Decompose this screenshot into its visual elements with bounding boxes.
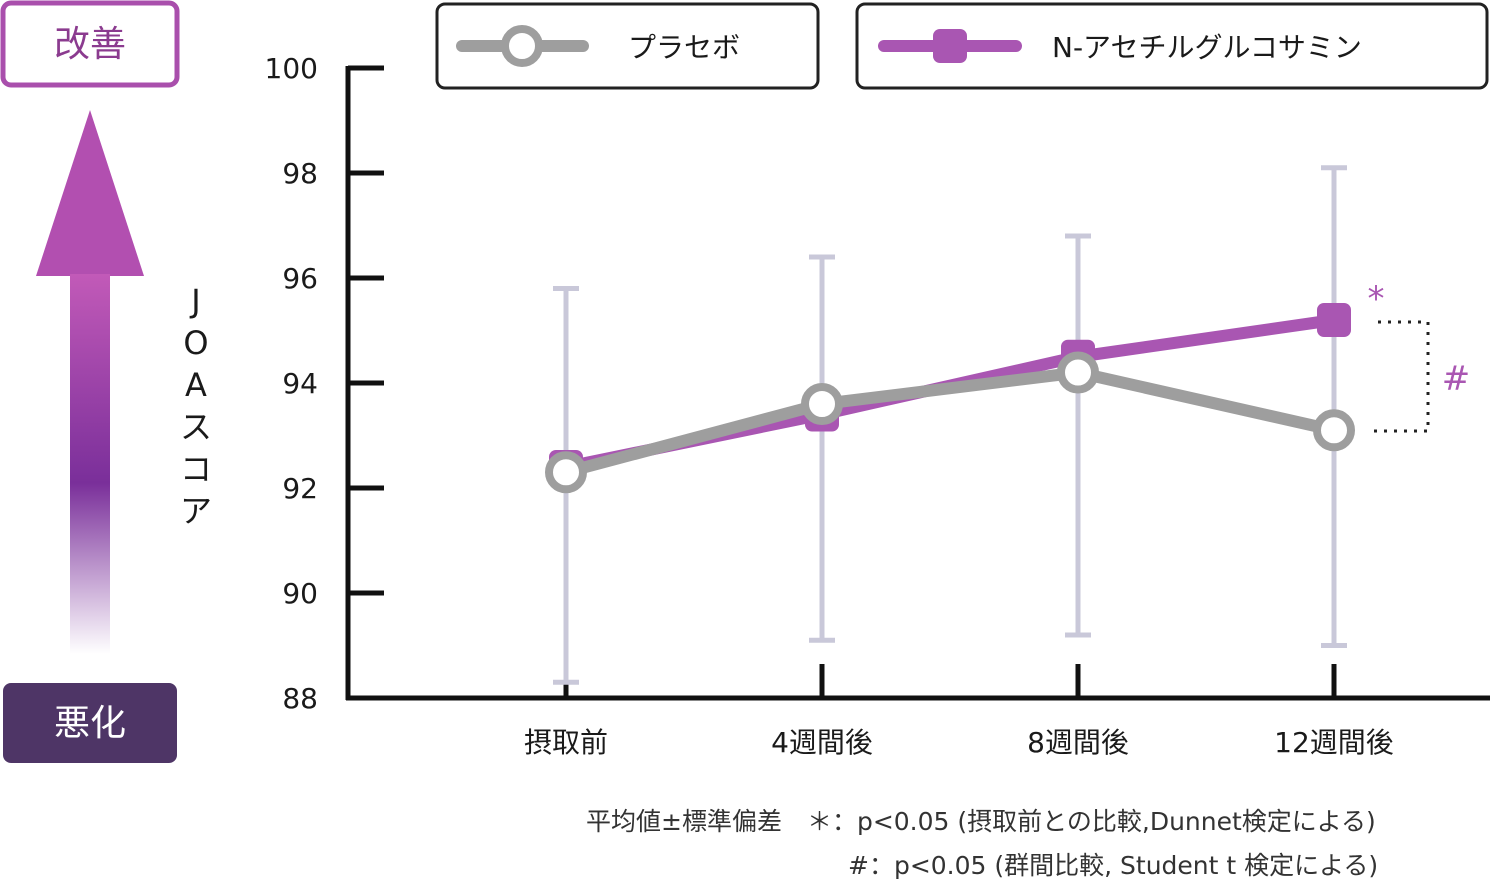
significance: * # bbox=[1368, 279, 1471, 433]
worsen-box: 悪化 bbox=[3, 683, 177, 763]
improve-box: 改善 bbox=[0, 0, 180, 88]
x-tick-label: 12週間後 bbox=[1274, 726, 1394, 759]
error-bars bbox=[553, 165, 1347, 685]
significance-hash: # bbox=[1442, 359, 1471, 399]
series-placebo-line bbox=[564, 366, 1336, 479]
legend-placebo-marker bbox=[501, 25, 543, 67]
y-axis-label-char: O bbox=[183, 324, 208, 362]
y-tick-label: 94 bbox=[282, 367, 318, 400]
legend-nag-marker bbox=[933, 29, 967, 63]
legend-nag-label: N-アセチルグルコサミン bbox=[1052, 31, 1362, 64]
nag-point bbox=[1317, 303, 1351, 337]
y-axis-label-char: ア bbox=[180, 492, 212, 530]
y-tick-label: 92 bbox=[282, 472, 318, 505]
x-tick-label: 摂取前 bbox=[524, 726, 608, 759]
improve-label: 改善 bbox=[54, 24, 126, 65]
legend-placebo-label: プラセボ bbox=[628, 31, 740, 64]
series-placebo bbox=[545, 351, 1355, 494]
footnote-1: 平均値±標準偏差 ＊：p<0.05 (摂取前との比較,Dunnet検定による) bbox=[586, 807, 1376, 836]
direction-arrow-icon bbox=[36, 110, 144, 654]
placebo-point bbox=[801, 383, 843, 425]
footnote-2: #：p<0.05 (群間比較, Student t 検定による) bbox=[848, 851, 1378, 880]
placebo-point bbox=[1313, 409, 1355, 452]
y-axis-label-char: コ bbox=[180, 450, 212, 488]
x-tick-label: 4週間後 bbox=[771, 726, 873, 759]
y-axis-label-char: A bbox=[185, 366, 207, 404]
y-axis-label-char: J bbox=[189, 282, 200, 320]
worsen-label: 悪化 bbox=[54, 703, 126, 744]
legend: プラセボ N-アセチルグルコサミン bbox=[435, 2, 1489, 90]
x-tick-label: 8週間後 bbox=[1027, 726, 1129, 759]
y-tick-label: 98 bbox=[282, 157, 318, 190]
y-tick-label: 90 bbox=[282, 577, 318, 610]
significance-bracket bbox=[1368, 320, 1430, 433]
placebo-point bbox=[545, 451, 587, 494]
x-ticks: 摂取前 4週間後 8週間後 12週間後 bbox=[524, 664, 1394, 759]
y-tick-label: 100 bbox=[265, 52, 318, 85]
y-tick-label: 88 bbox=[282, 682, 318, 715]
placebo-point bbox=[1057, 351, 1099, 394]
significance-star: * bbox=[1368, 279, 1385, 319]
y-ticks: 88 90 92 94 96 98 100 bbox=[265, 52, 384, 715]
y-axis-label-char: ス bbox=[180, 408, 212, 446]
y-tick-label: 96 bbox=[282, 262, 318, 295]
